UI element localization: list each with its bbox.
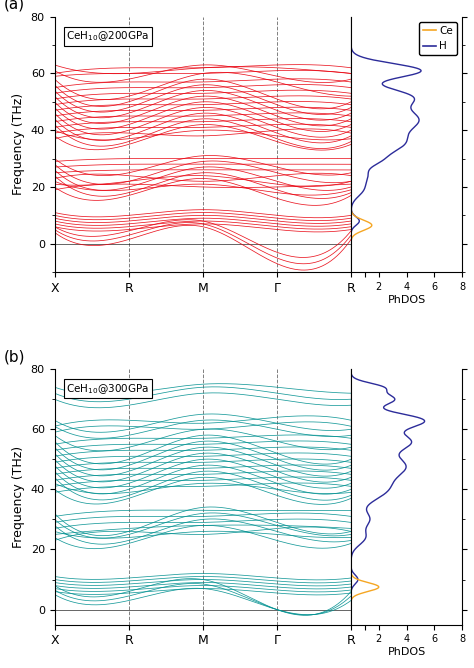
X-axis label: PhDOS: PhDOS	[387, 647, 426, 657]
X-axis label: PhDOS: PhDOS	[387, 295, 426, 305]
Text: (a): (a)	[4, 0, 25, 11]
Text: CeH$_{10}$@200GPa: CeH$_{10}$@200GPa	[66, 29, 149, 43]
Y-axis label: Frequency (THz): Frequency (THz)	[12, 94, 25, 196]
Text: (b): (b)	[4, 349, 26, 364]
Legend: Ce, H: Ce, H	[419, 22, 457, 55]
Text: CeH$_{10}$@300GPa: CeH$_{10}$@300GPa	[66, 382, 149, 395]
Y-axis label: Frequency (THz): Frequency (THz)	[12, 446, 25, 548]
